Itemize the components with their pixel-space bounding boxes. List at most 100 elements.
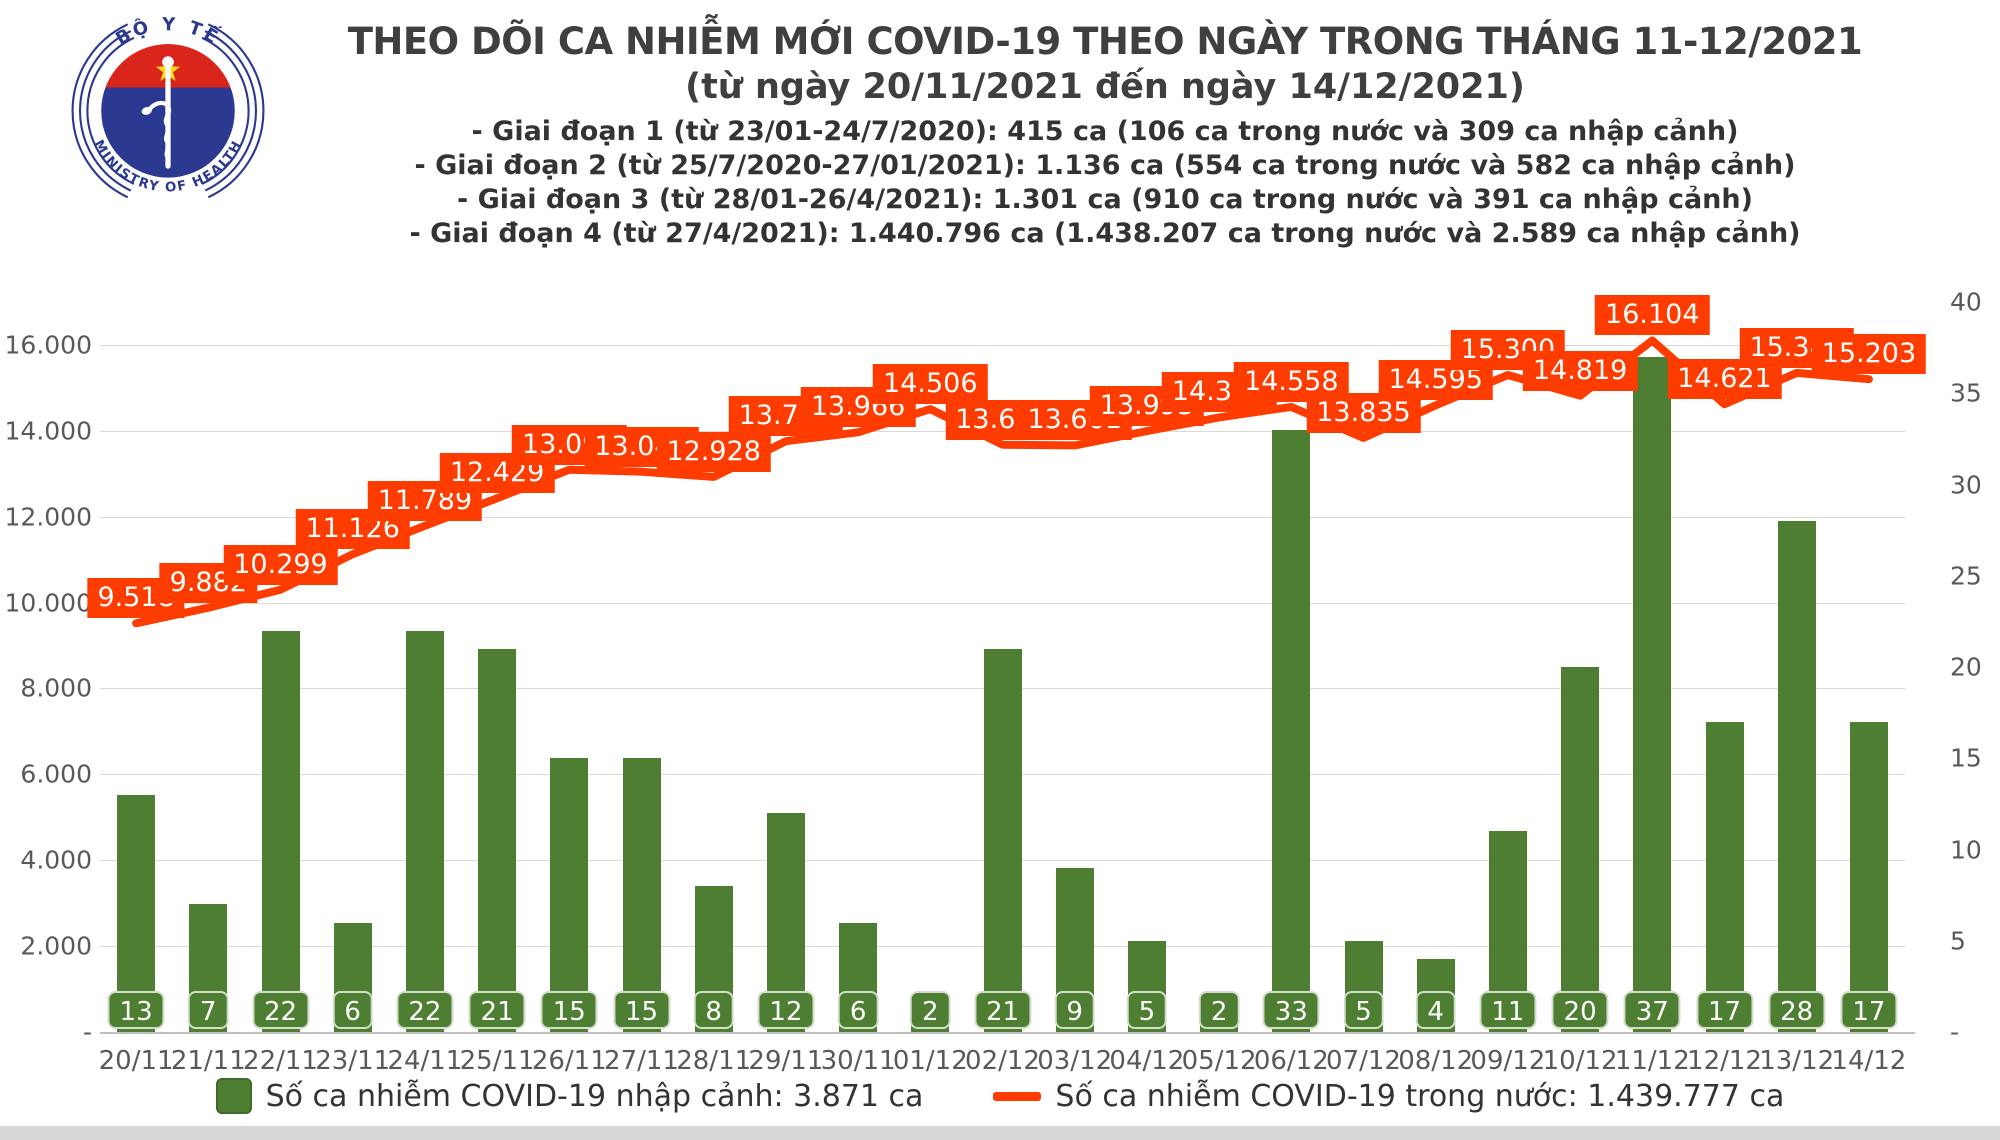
bar: [261, 630, 300, 1032]
chart-subtitle: (từ ngày 20/11/2021 đến ngày 14/12/2021): [685, 67, 1525, 107]
bar: [550, 758, 589, 1032]
line-value-chip: 14.558: [1234, 361, 1349, 402]
bar-value-chip: 4: [1415, 991, 1456, 1029]
phase-4-note: - Giai đoạn 4 (từ 27/4/2021): 1.440.796 …: [409, 218, 1801, 249]
phase-1-note: - Giai đoạn 1 (từ 23/01-24/7/2020): 415 …: [471, 116, 1739, 147]
bar: [405, 630, 444, 1032]
bar-value-chip: 7: [188, 991, 229, 1029]
right-axis-tick: 5: [1950, 926, 1966, 956]
bar-value-chip: 15: [612, 991, 671, 1029]
bar-value-chip: 33: [1262, 991, 1320, 1029]
bar-value-chip: 22: [251, 991, 310, 1029]
bar: [622, 758, 661, 1032]
x-axis-label: 28/11: [676, 1046, 752, 1076]
left-axis-tick: 6.000: [20, 759, 92, 789]
bar-value-chip: 17: [1695, 991, 1754, 1029]
bar-value-chip: 15: [540, 991, 598, 1029]
right-axis-tick: 40: [1950, 287, 1982, 317]
phase-3-note: - Giai đoạn 3 (từ 28/01-26/4/2021): 1.30…: [457, 184, 1753, 215]
x-axis-label: 13/12: [1759, 1046, 1835, 1076]
legend-domestic-label: Số ca nhiễm COVID-19 trong nước: 1.439.7…: [1055, 1078, 1785, 1114]
bar-value-chip: 5: [1126, 991, 1168, 1029]
line-value-chip: 12.429: [439, 453, 555, 494]
x-axis-label: 27/11: [604, 1046, 679, 1076]
x-axis-label: 24/11: [387, 1046, 463, 1076]
line-value-chip: 14.595: [1378, 360, 1493, 401]
x-axis-label: 10/12: [1542, 1046, 1618, 1076]
x-axis-label: 03/12: [1037, 1046, 1113, 1076]
line-value-chip: 15.203: [1811, 334, 1927, 375]
x-axis-line: [100, 1032, 1915, 1034]
x-axis-label: 09/12: [1470, 1046, 1546, 1076]
bar-value-chip: 12: [757, 991, 815, 1029]
x-axis-label: 08/12: [1398, 1046, 1474, 1076]
bar-value-chip: 28: [1768, 991, 1826, 1029]
left-axis-tick: 10.000: [4, 588, 92, 618]
legend-item-domestic: Số ca nhiễm COVID-19 trong nước: 1.439.7…: [993, 1079, 1784, 1114]
bar-value-chip: 11: [1479, 991, 1537, 1029]
x-axis-label: 02/12: [965, 1046, 1040, 1076]
x-axis-label: 30/11: [820, 1046, 896, 1076]
right-axis-tick: 10: [1950, 835, 1982, 864]
bar-value-chip: 5: [1343, 991, 1384, 1029]
right-axis-tick: 15: [1950, 743, 1982, 773]
bar-value-chip: 6: [332, 991, 373, 1029]
x-axis-label: 12/12: [1687, 1046, 1762, 1076]
bar-value-chip: 20: [1551, 991, 1609, 1029]
x-axis-label: 05/12: [1181, 1046, 1257, 1076]
x-axis-label: 14/12: [1831, 1046, 1907, 1076]
line-value-chip: 10.299: [223, 544, 338, 585]
legend-item-imported: Số ca nhiễm COVID-19 nhập cảnh: 3.871 ca: [215, 1078, 923, 1114]
x-axis-label: 01/12: [892, 1046, 968, 1076]
bar: [1705, 721, 1744, 1032]
x-axis-label: 06/12: [1253, 1046, 1329, 1076]
right-axis-tick: 30: [1950, 470, 1982, 499]
left-axis-tick: 14.000: [4, 416, 92, 446]
right-axis-tick: 25: [1950, 561, 1982, 591]
right-axis-tick: -: [1950, 1017, 1960, 1047]
x-axis-label: 21/11: [170, 1046, 246, 1076]
bar-value-chip: 37: [1623, 991, 1681, 1029]
x-axis-label: 07/12: [1326, 1046, 1401, 1076]
header: THEO DÕI CA NHIỄM MỚI COVID-19 THEO NGÀY…: [240, 20, 1970, 251]
right-axis-tick: 35: [1950, 378, 1982, 408]
bar: [1849, 721, 1888, 1032]
chart-title: THEO DÕI CA NHIỄM MỚI COVID-19 THEO NGÀY…: [347, 20, 1863, 63]
line-value-chip: 16.104: [1595, 295, 1710, 336]
ministry-of-health-logo: BỘ Y TẾ MINISTRY OF HEALTH: [62, 8, 274, 220]
line-value-chip: 14.506: [873, 364, 988, 405]
line-value-chip: 12.928: [656, 431, 771, 472]
x-axis-label: 29/11: [748, 1046, 824, 1076]
left-axis-tick: 2.000: [20, 931, 92, 961]
bar: [478, 648, 517, 1032]
x-axis-label: 26/11: [531, 1046, 607, 1076]
line-value-chip: 9.518: [87, 578, 185, 619]
legend: Số ca nhiễm COVID-19 nhập cảnh: 3.871 ca…: [0, 1078, 2000, 1114]
x-axis-label: 20/11: [98, 1046, 174, 1076]
line-value-chip: 14.819: [1522, 350, 1638, 391]
x-axis-label: 11/12: [1614, 1046, 1690, 1076]
left-axis-tick: -: [82, 1017, 92, 1047]
bar-value-chip: 22: [396, 991, 454, 1029]
left-axis-tick: 8.000: [20, 673, 92, 703]
bar-value-chip: 2: [1198, 991, 1240, 1029]
right-axis-tick: 20: [1950, 652, 1982, 682]
bar: [983, 648, 1022, 1032]
legend-line-swatch-icon: [993, 1091, 1042, 1101]
bar-value-chip: 8: [693, 991, 734, 1029]
x-axis-label: 25/11: [459, 1046, 535, 1076]
bottom-strip: [0, 1126, 2000, 1140]
bar-value-chip: 2: [910, 991, 951, 1029]
bar-value-chip: 21: [468, 991, 526, 1029]
bar-value-chip: 9: [1054, 991, 1095, 1029]
bar: [1633, 356, 1672, 1032]
bar: [1777, 521, 1816, 1032]
x-axis-label: 22/11: [243, 1046, 318, 1076]
bar-value-chip: 21: [973, 991, 1032, 1029]
logo-asclepius-icon: [141, 56, 174, 169]
legend-bar-swatch-icon: [215, 1078, 252, 1114]
phase-2-note: - Giai đoạn 2 (từ 25/7/2020-27/01/2021):…: [414, 150, 1796, 181]
bar: [1272, 429, 1311, 1032]
x-axis-label: 04/12: [1109, 1046, 1185, 1076]
